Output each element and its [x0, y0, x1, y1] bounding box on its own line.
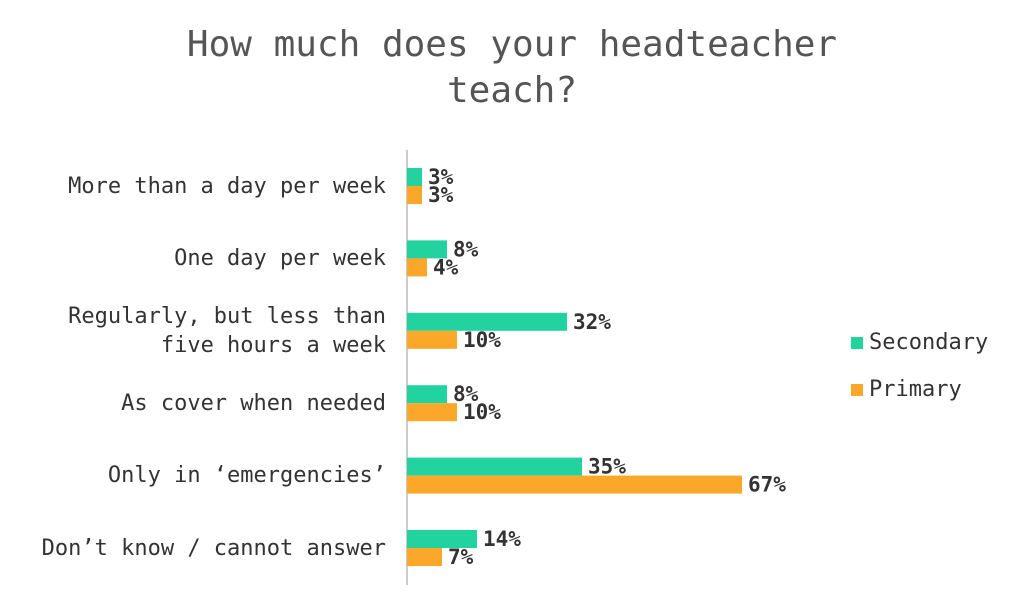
bar: [407, 457, 582, 476]
legend-swatch: [851, 384, 863, 396]
legend-swatch: [851, 337, 863, 349]
bar: [407, 312, 567, 331]
category-label: One day per week: [174, 245, 386, 271]
bar: [407, 548, 442, 566]
bar: [407, 240, 447, 259]
value-label: 10%: [463, 400, 501, 424]
value-label: 4%: [433, 255, 459, 279]
category-label: More than a day per week: [68, 173, 386, 199]
category-label: Don’t know / cannot answer: [41, 535, 386, 561]
chart-title: How much does your headteacher teach?: [186, 24, 838, 111]
bar: [407, 475, 742, 494]
category-label: Only in ‘emergencies’: [107, 463, 386, 489]
bar: [407, 168, 422, 186]
bar: [407, 403, 457, 422]
legend-label: Secondary: [869, 330, 988, 355]
value-label: 14%: [483, 527, 521, 551]
bar: [407, 385, 447, 404]
value-label: 32%: [573, 310, 611, 334]
value-label: 67%: [748, 473, 786, 497]
bar: [407, 530, 477, 548]
value-label: 3%: [428, 183, 454, 207]
value-label: 35%: [588, 455, 626, 479]
value-label: 7%: [448, 545, 474, 569]
value-label: 8%: [453, 382, 479, 406]
legend-label: Primary: [869, 377, 962, 402]
bar: [407, 258, 427, 277]
category-label: Regularly, but less than five hours a we…: [68, 303, 386, 358]
bar: [407, 330, 457, 349]
value-label: 8%: [453, 237, 479, 261]
value-label: 3%: [428, 165, 454, 189]
value-label: 10%: [463, 328, 501, 352]
bar: [407, 186, 422, 204]
category-label: As cover when needed: [121, 390, 386, 416]
